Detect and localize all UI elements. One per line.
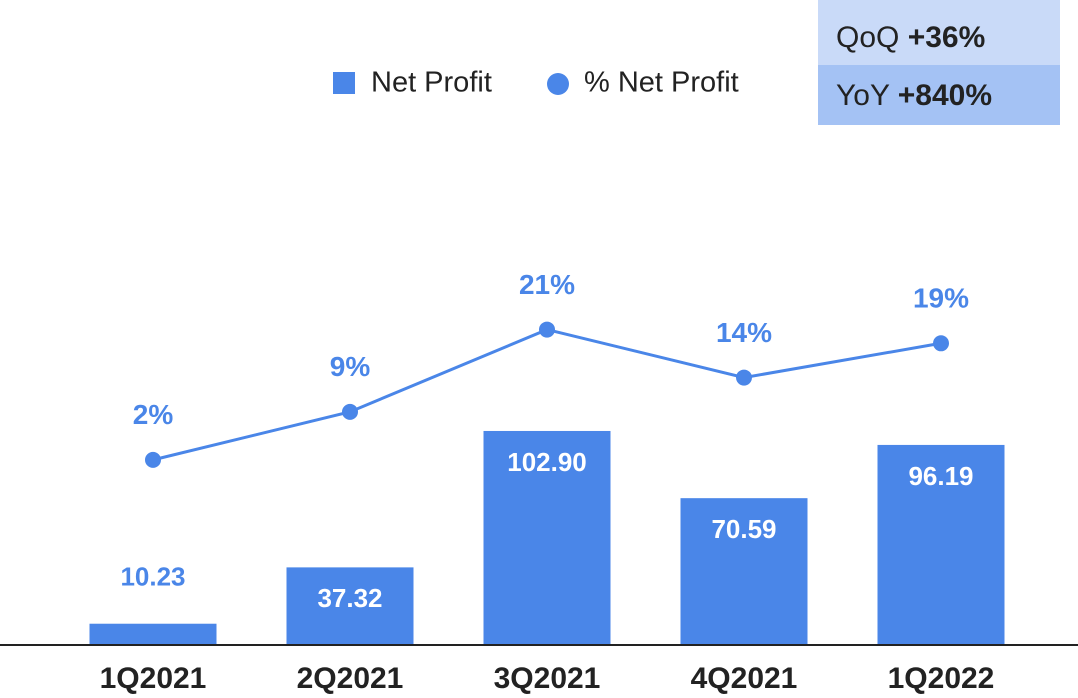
qoq-label: QoQ — [836, 21, 899, 54]
legend-swatch-line — [547, 73, 569, 95]
yoy-box — [818, 65, 1060, 125]
qoq-box — [818, 0, 1060, 65]
qoq-value: +36% — [908, 21, 986, 54]
x-tick-label: 3Q2021 — [494, 662, 601, 695]
bar — [483, 430, 611, 645]
qoq-annotation: QoQ +36% — [836, 21, 985, 54]
line-point — [736, 369, 752, 386]
bar-value-label: 102.90 — [507, 447, 587, 477]
x-tick-label: 1Q2021 — [100, 662, 207, 695]
line-point — [933, 335, 949, 352]
line-point — [539, 321, 555, 338]
line-point — [342, 403, 358, 420]
bar-value-label: 70.59 — [711, 514, 776, 544]
x-tick-label: 1Q2022 — [888, 662, 995, 695]
legend-swatch-bar — [333, 72, 355, 94]
line-point — [145, 451, 161, 468]
legend-label: Net Profit — [371, 67, 492, 99]
line-value-label: 9% — [330, 351, 371, 382]
yoy-value: +840% — [898, 79, 992, 112]
bar — [286, 567, 414, 645]
line-value-label: 2% — [133, 399, 174, 430]
bar-value-label: 10.23 — [120, 562, 185, 592]
bar — [877, 444, 1005, 645]
line-value-label: 19% — [913, 283, 969, 314]
bar-value-label: 96.19 — [908, 461, 973, 491]
x-tick-label: 2Q2021 — [297, 662, 404, 695]
line-value-label: 14% — [716, 317, 772, 348]
legend-label: % Net Profit — [584, 67, 739, 99]
yoy-annotation: YoY +840% — [836, 79, 992, 112]
bar — [89, 623, 217, 645]
line-value-label: 21% — [519, 269, 575, 300]
bar-value-label: 37.32 — [317, 583, 382, 613]
x-tick-label: 4Q2021 — [691, 662, 798, 695]
bar — [680, 498, 808, 645]
yoy-label: YoY — [836, 79, 890, 112]
